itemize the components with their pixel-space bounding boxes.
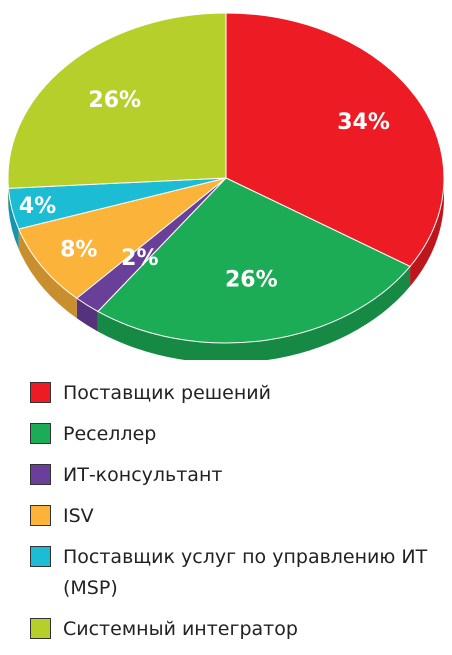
legend-label: ISV — [63, 501, 94, 532]
slice-value-label: 34% — [337, 110, 390, 135]
legend-item: Реселлер — [30, 419, 440, 450]
legend-item: ИТ-консультант — [30, 460, 440, 491]
legend-label: ИТ-консультант — [63, 460, 222, 491]
legend-label: Поставщик услуг по управлению ИТ (MSP) — [63, 542, 440, 604]
legend-swatch — [30, 464, 51, 485]
pie-chart-svg: 34% 26% 2% 8%4% 26% — [0, 0, 452, 360]
legend-label: Системный интегратор — [63, 614, 298, 645]
legend-swatch — [30, 423, 51, 444]
legend-item: Поставщик решений — [30, 378, 440, 409]
legend-item: Поставщик услуг по управлению ИТ (MSP) — [30, 542, 440, 604]
legend-label: Поставщик решений — [63, 378, 271, 409]
slice-value-label: 8% — [60, 238, 97, 263]
slice-value-label: 26% — [225, 267, 278, 292]
slice-value-label: 2% — [121, 246, 158, 271]
legend-item: ISV — [30, 501, 440, 532]
legend-swatch — [30, 382, 51, 403]
legend-swatch — [30, 505, 51, 526]
legend-label: Реселлер — [63, 419, 156, 450]
legend-swatch — [30, 546, 51, 567]
pie-chart: 34% 26% 2% 8%4% 26% — [0, 0, 452, 360]
slice-value-label: 4% — [19, 194, 56, 219]
slice-value-label: 26% — [88, 88, 141, 113]
legend-swatch — [30, 618, 51, 639]
legend-item: Системный интегратор — [30, 614, 440, 645]
chart-legend: Поставщик решений Реселлер ИТ-консультант I… — [30, 378, 440, 655]
